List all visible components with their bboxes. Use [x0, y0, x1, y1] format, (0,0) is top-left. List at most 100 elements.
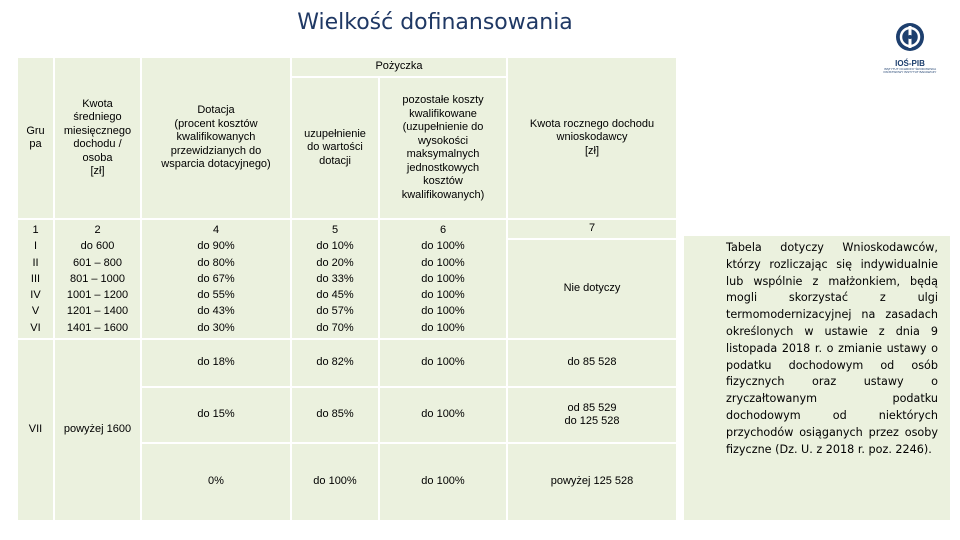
header-uzupelnienie: uzupełnienie do wartości dotacji — [292, 78, 378, 218]
table-row-vii-3-roczny: powyżej 125 528 — [508, 444, 676, 520]
kwota-cell: do 600 — [80, 240, 115, 253]
group-cell: V — [31, 305, 40, 318]
pozost-column: 6 do 100% do 100% do 100% do 100% do 100… — [380, 220, 506, 338]
header-roczny-line: [zł] — [584, 144, 600, 157]
header-kwota-line: [zł] — [90, 165, 105, 177]
table-row-vii-2-roczny: od 85 529 do 125 528 — [508, 388, 676, 442]
group-cell: I — [33, 240, 38, 253]
roczny-cell: powyżej 125 528 — [550, 475, 634, 488]
dotacja-cell: do 30% — [197, 321, 235, 334]
header-dotacja-line: wsparcia dotacyjnego) — [161, 158, 271, 171]
pozost-cell: do 100% — [421, 305, 465, 318]
side-note: Tabela dotyczy Wnioskodawców, którzy roz… — [684, 236, 950, 520]
table-row-vii-2-uzup: do 85% — [292, 388, 378, 442]
kwota-cell: 601 – 800 — [73, 256, 122, 269]
pozost-cell: do 100% — [421, 408, 465, 421]
roczny-number: 7 — [588, 222, 596, 235]
pozost-cell: do 100% — [421, 356, 465, 369]
group-cell: II — [32, 256, 39, 269]
dotacja-cell: do 15% — [197, 408, 235, 421]
kwota-vii-cell: powyżej 1600 — [55, 340, 140, 520]
roczny-cell-line: od 85 529 — [567, 401, 617, 414]
roczny-nie-dotyczy: Nie dotyczy — [563, 282, 621, 295]
header-kwota-line: Kwota — [82, 97, 113, 110]
table-row-vii-1-roczny: do 85 528 — [508, 340, 676, 386]
header-pozost-line: jednostkowych — [406, 161, 480, 174]
uzup-cell: do 82% — [316, 356, 354, 369]
table-row-vii-1-pozost: do 100% — [380, 340, 506, 386]
header-kwota-line: dochodu / — [73, 138, 122, 150]
logo-subtitle: INSTYTUT OCHRONY ŚRODOWISKA PAŃSTWOWY IN… — [883, 67, 937, 74]
ios-pib-logo-icon — [896, 23, 924, 51]
header-roczny-line: Kwota rocznego dochodu — [529, 117, 655, 130]
header-pozost-line: kosztów — [423, 175, 463, 187]
uzup-column: 5 do 10% do 20% do 33% do 45% do 57% do … — [292, 220, 378, 338]
dotacja-cell: do 18% — [197, 356, 235, 369]
header-pozost-line: kwalifikowanych) — [401, 188, 485, 201]
dotacja-cell: 4 — [212, 223, 220, 236]
kwota-cell: 1001 – 1200 — [66, 289, 129, 302]
logo-name: IOŚ-PIB — [895, 59, 925, 68]
uzup-cell: do 10% — [316, 240, 354, 253]
table-row-vii-3-pozost: do 100% — [380, 444, 506, 520]
kwota-vii: powyżej 1600 — [63, 423, 132, 436]
table-row-vii-2-pozost: do 100% — [380, 388, 506, 442]
pozost-cell: do 100% — [421, 475, 465, 488]
kwota-cell: 2 — [94, 223, 101, 236]
header-uzup-line: uzupełnienie — [304, 127, 366, 140]
pozost-cell: do 100% — [421, 289, 465, 302]
header-pozost-line: maksymalnych — [406, 148, 480, 160]
dotacja-cell: do 80% — [197, 256, 235, 269]
header-grupa-line: Gru — [26, 124, 45, 137]
dotacja-cell: do 90% — [197, 240, 235, 253]
table-row-vii-2-dotacja: do 15% — [142, 388, 290, 442]
header-dotacja: Dotacja (procent kosztów kwalifikowanych… — [142, 58, 290, 218]
header-kwota: Kwota średniego miesięcznego dochodu / o… — [55, 58, 140, 218]
pozyczka-label: Pożyczka — [375, 60, 423, 73]
pozost-cell: do 100% — [421, 272, 465, 285]
group-vii: VII — [28, 423, 43, 436]
kwota-cell: 801 – 1000 — [69, 272, 126, 285]
side-note-text: Tabela dotyczy Wnioskodawców, którzy roz… — [726, 241, 938, 456]
header-uzup-line: do wartości — [307, 141, 363, 154]
dotacja-cell: do 67% — [197, 272, 235, 285]
kwota-cell: 1201 – 1400 — [66, 305, 129, 318]
roczny-nie-dotyczy-cell: Nie dotyczy — [508, 240, 676, 338]
header-dotacja-line: przewidzianych do — [170, 144, 262, 157]
dotacja-cell: do 55% — [197, 289, 235, 302]
kwota-column: 2 do 600 601 – 800 801 – 1000 1001 – 120… — [55, 220, 140, 338]
pozost-cell: 6 — [439, 223, 447, 236]
table-row-vii-3-uzup: do 100% — [292, 444, 378, 520]
header-kwota-line: miesięcznego — [63, 124, 132, 137]
uzup-cell: do 57% — [316, 305, 354, 318]
table-row-vii-1-uzup: do 82% — [292, 340, 378, 386]
page-title: Wielkość dofinansowania — [297, 10, 573, 35]
header-roczny-line: wnioskodawcy — [556, 131, 628, 144]
header-uzup-line: dotacji — [319, 154, 351, 167]
table-row-vii-3-dotacja: 0% — [142, 444, 290, 520]
dotacja-column: 4 do 90% do 80% do 67% do 55% do 43% do … — [142, 220, 290, 338]
header-grupa: Gru pa — [18, 58, 53, 218]
header-kwota-line: średniego — [73, 111, 122, 123]
pozost-cell: do 100% — [421, 240, 465, 253]
header-pozost-line: kwalifikowane — [409, 107, 477, 120]
pozyczka-header: Pożyczka — [292, 58, 506, 76]
uzup-cell: do 20% — [316, 256, 354, 269]
uzup-cell: do 70% — [316, 321, 354, 334]
uzup-cell: do 45% — [316, 289, 354, 302]
group-vii-cell: VII — [18, 340, 53, 520]
header-pozostale: pozostałe koszty kwalifikowane (uzupełni… — [380, 78, 506, 218]
group-cell: III — [30, 272, 41, 285]
roczny-number-cell: 7 — [508, 220, 676, 238]
header-dotacja-line: kwalifikowanych — [176, 131, 256, 144]
pozost-cell: do 100% — [421, 256, 465, 269]
group-cell: 1 — [32, 223, 39, 236]
uzup-cell: 5 — [331, 223, 339, 236]
dotacja-cell: do 43% — [197, 305, 235, 318]
roczny-cell-line: do 125 528 — [564, 415, 620, 427]
header-roczny: Kwota rocznego dochodu wnioskodawcy [zł] — [508, 58, 676, 218]
table-row-vii-1-dotacja: do 18% — [142, 340, 290, 386]
group-cell: IV — [30, 289, 41, 302]
group-cell: VI — [30, 321, 41, 334]
pozost-cell: do 100% — [421, 321, 465, 334]
